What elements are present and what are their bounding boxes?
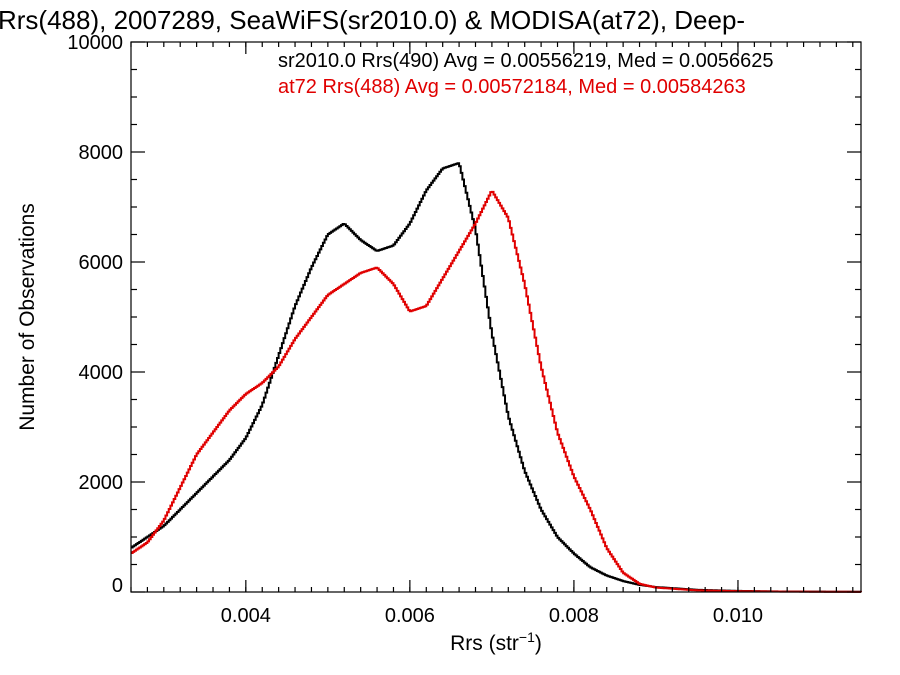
y-tick-label: 6000	[79, 252, 124, 274]
y-tick-label: 4000	[79, 362, 124, 384]
chart-title: Rrs(488), 2007289, SeaWiFS(sr2010.0) & M…	[0, 5, 745, 35]
y-tick-label: 0	[112, 575, 123, 597]
y-tick-label: 10000	[67, 32, 123, 54]
legend-entry-0: sr2010.0 Rrs(490) Avg = 0.00556219, Med …	[278, 50, 774, 72]
x-tick-label: 0.008	[549, 605, 599, 627]
y-axis-label: Number of Observations	[16, 203, 39, 431]
series-line-0	[131, 162, 861, 593]
plot-frame	[130, 41, 862, 593]
plot-area	[131, 162, 862, 593]
x-axis: 0.004 0.006 0.008 0.010	[130, 42, 854, 627]
legend: sr2010.0 Rrs(490) Avg = 0.00556219, Med …	[278, 50, 774, 98]
y-axis: 0 2000 4000 6000 8000 10000	[67, 32, 861, 597]
legend-entry-1: at72 Rrs(488) Avg = 0.00572184, Med = 0.…	[278, 76, 746, 98]
series-line-1	[131, 190, 862, 593]
y-tick-label: 8000	[79, 142, 124, 164]
x-tick-label: 0.006	[385, 605, 435, 627]
x-axis-label: Rrs (str−1)	[450, 629, 542, 655]
y-tick-label: 2000	[79, 472, 124, 494]
x-tick-label: 0.010	[713, 605, 763, 627]
x-tick-label: 0.004	[221, 605, 271, 627]
